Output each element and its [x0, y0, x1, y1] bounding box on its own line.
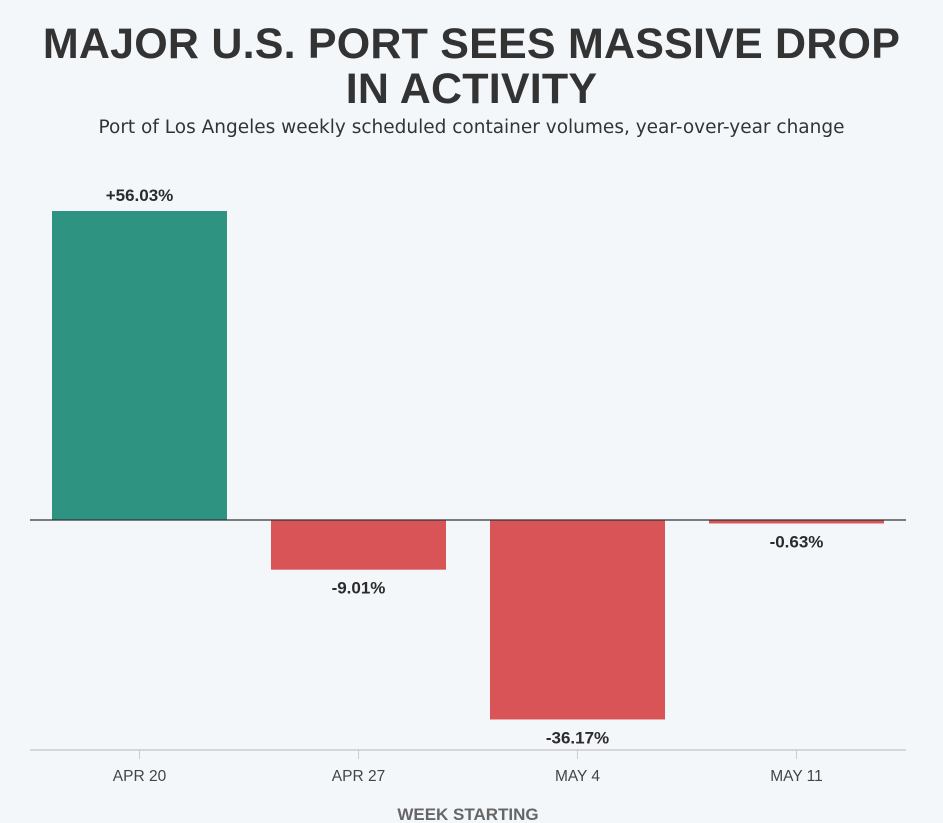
bar-apr-27 [271, 520, 446, 570]
bar-value-label: -0.63% [770, 532, 824, 551]
x-axis-ticks [139, 750, 797, 759]
x-tick-label: MAY 11 [770, 768, 823, 785]
x-axis-tick-labels: APR 20 APR 27 MAY 4 MAY 11 [113, 768, 823, 785]
x-tick-label: APR 20 [113, 768, 167, 785]
x-axis-title: WEEK STARTING [397, 805, 538, 823]
bar-apr-20 [52, 211, 227, 520]
chart-title: MAJOR U.S. PORT SEES MASSIVE DROP IN ACT… [42, 20, 901, 113]
bar-labels-group: +56.03% -9.01% -36.17% -0.63% [106, 186, 824, 747]
bar-value-label: -9.01% [332, 579, 386, 598]
bars-group [52, 211, 884, 720]
x-tick-label: APR 27 [332, 768, 385, 785]
bar-may-4 [490, 520, 665, 720]
chart-subtitle: Port of Los Angeles weekly scheduled con… [98, 117, 845, 138]
bar-may-11 [709, 520, 884, 524]
bar-value-label: -36.17% [546, 728, 609, 747]
x-tick-label: MAY 4 [555, 768, 600, 785]
bar-value-label: +56.03% [106, 186, 174, 205]
